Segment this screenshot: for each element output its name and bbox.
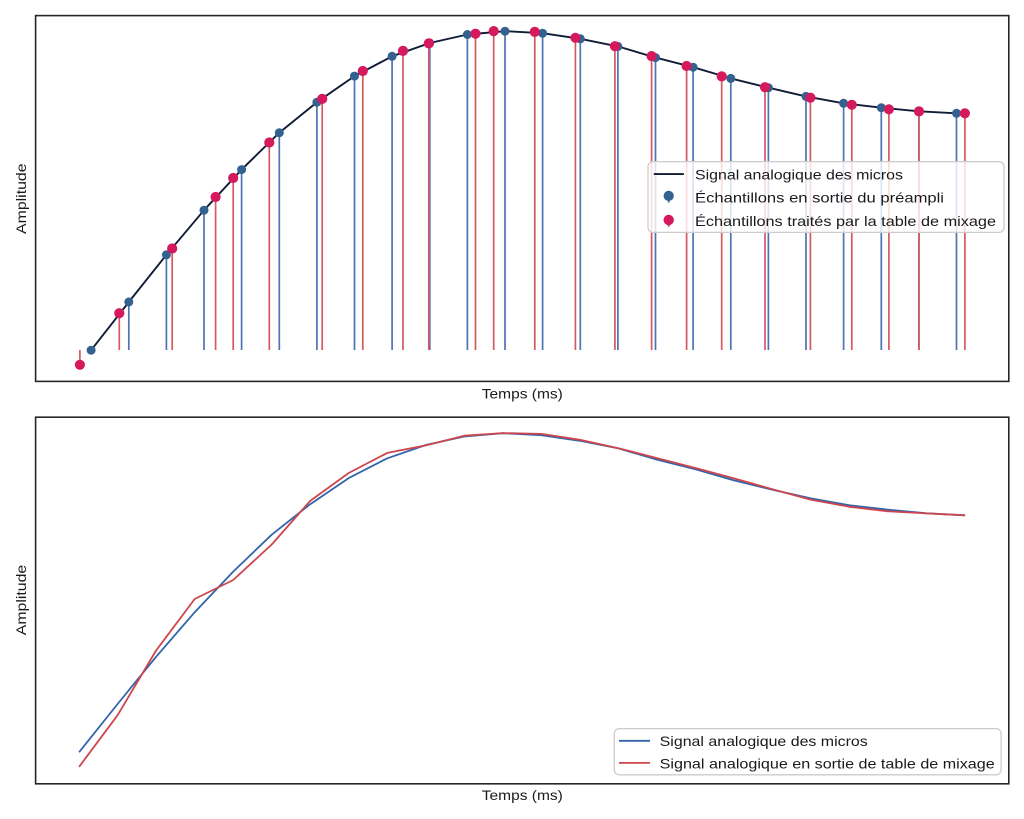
svg-text:Signal analogique des micros: Signal analogique des micros <box>695 166 903 182</box>
svg-text:Signal analogique en sortie de: Signal analogique en sortie de table de … <box>660 756 995 772</box>
svg-text:Échantillons en sortie du préa: Échantillons en sortie du préampli <box>695 190 944 206</box>
svg-text:Amplitude: Amplitude <box>13 163 29 234</box>
svg-text:Amplitude: Amplitude <box>13 565 29 636</box>
svg-text:Échantillons traités par la ta: Échantillons traités par la table de mix… <box>695 213 996 229</box>
svg-text:Temps (ms): Temps (ms) <box>482 386 563 402</box>
svg-text:Signal analogique des micros: Signal analogique des micros <box>660 733 868 749</box>
svg-text:Temps (ms): Temps (ms) <box>482 787 563 803</box>
